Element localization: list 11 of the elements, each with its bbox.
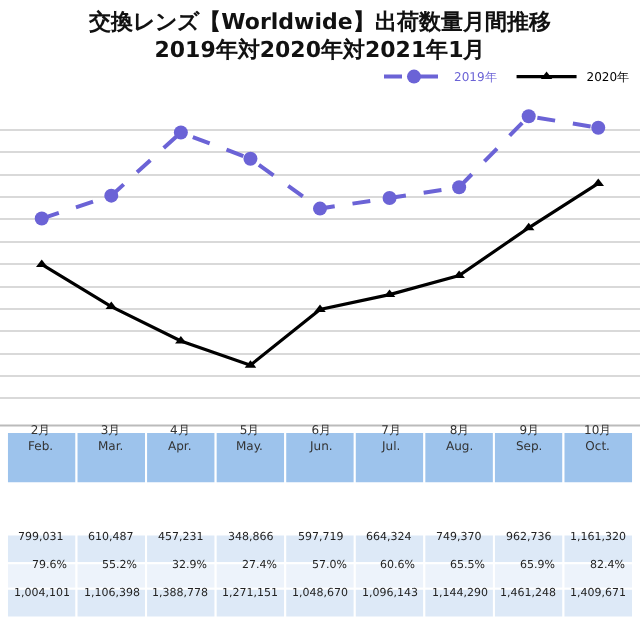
point xyxy=(452,180,467,195)
point xyxy=(243,151,258,166)
point xyxy=(104,188,119,203)
point xyxy=(382,190,397,205)
chart-subtitle: 2019年対2020年対2021年1月 xyxy=(154,37,486,64)
point xyxy=(173,125,188,140)
point xyxy=(34,211,49,226)
point xyxy=(591,120,606,135)
chart-title: 交換レンズ【Worldwide】出荷数量月間推移 xyxy=(87,8,551,35)
point xyxy=(313,201,327,216)
point xyxy=(521,109,536,124)
